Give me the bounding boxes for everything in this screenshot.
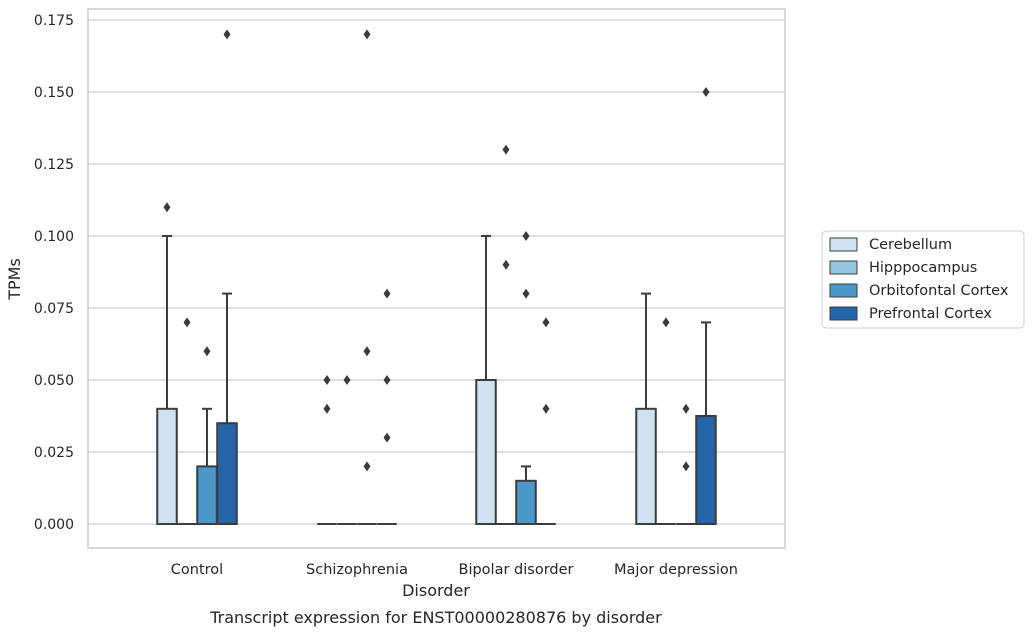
legend: Cerebellum Hipppocampus Orbitofontal Corte… [821,230,1025,329]
box-group [676,403,696,525]
outlier-point [363,461,371,472]
box-group [156,202,178,525]
outlier-point [682,461,690,472]
box-group [317,375,337,525]
y-tick-label: 0.075 [34,301,74,317]
y-tick-label: 0.000 [34,517,74,533]
box-group [496,144,516,525]
axes-layer: 0.000 0.025 0.050 0.075 0.100 0.125 0.150 0.175… [34,8,786,578]
box-group [196,346,218,525]
box [695,415,717,525]
legend-box [821,230,1025,329]
figure-caption: Transcript expression for ENST0000028087… [209,608,662,627]
x-tick-label: Control [171,562,223,578]
outlier-point [203,346,211,357]
outlier-point [502,259,510,270]
outlier-point [323,375,331,385]
box-group [177,317,197,525]
box-group [337,375,357,525]
legend-label: Cerebellum [869,237,952,253]
legend-label: Hipppocampus [869,260,977,276]
x-tick-label: Bipolar disorder [459,562,574,578]
y-tick-label: 0.025 [34,445,74,461]
outlier-point [522,231,530,241]
legend-swatch [829,260,858,275]
box [475,379,497,525]
outlier-point [343,375,351,385]
outlier-point [163,202,171,213]
box-group [216,29,238,526]
x-tick-label: Major depression [614,562,738,578]
outlier-point [542,317,550,328]
legend-swatch [829,306,858,321]
y-tick-label: 0.125 [34,157,74,173]
box [515,479,537,525]
y-tick-label: 0.100 [34,229,74,245]
outlier-point [323,403,331,414]
box [196,465,218,525]
outlier-point [383,375,391,385]
box-group [515,231,537,525]
box-group [475,235,497,525]
outlier-point [662,317,670,328]
box-group [695,87,717,525]
outlier-point [363,346,371,357]
y-tick-label: 0.175 [34,13,74,29]
outlier-point [383,432,391,443]
x-tick-label: Schizophrenia [306,562,408,578]
grid-layer [88,19,785,525]
outlier-point [702,87,710,97]
x-axis-label: Disorder [402,581,470,600]
box [635,407,657,525]
box [156,407,178,525]
box-group [656,317,676,525]
legend-label: Orbitofontal Cortex [869,283,1009,299]
outlier-point [502,144,510,155]
box-group [536,317,556,525]
legend-label: Prefrontal Cortex [869,306,992,322]
outlier-point [363,29,371,40]
y-tick-label: 0.050 [34,373,74,389]
legend-swatch [829,283,858,298]
outlier-point [542,403,550,414]
legend-swatch [829,237,858,252]
plot-frame [87,8,786,549]
outlier-point [223,29,231,40]
outlier-point [183,317,191,328]
outlier-point [383,288,391,299]
outlier-point [522,288,530,299]
box [216,422,238,526]
y-tick-label: 0.150 [34,85,74,101]
box-layer [156,29,717,526]
box-group [635,292,657,525]
outlier-point [682,403,690,414]
box-group [377,288,397,525]
box-group [357,29,377,525]
y-axis-label: TPMs [5,258,24,301]
